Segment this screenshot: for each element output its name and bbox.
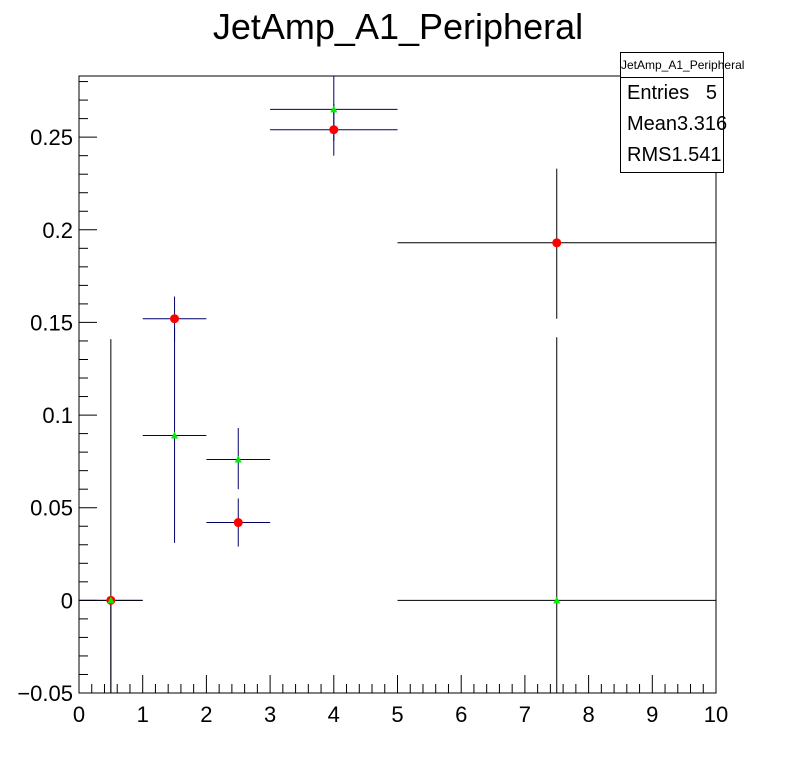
y-tick-label: 0.25 — [30, 125, 73, 150]
y-tick-label: 0 — [61, 588, 73, 613]
red-series-point — [552, 238, 562, 248]
x-tick-label: 8 — [582, 702, 594, 727]
stats-header: JetAmp_A1_Peripheral — [621, 53, 744, 78]
x-tick-label: 1 — [137, 702, 149, 727]
stats-rms-label: RMS — [627, 144, 672, 166]
green-series-point — [234, 455, 242, 463]
red-series-point — [329, 125, 339, 135]
stats-rms-row: RMS 1.541 — [621, 140, 723, 171]
x-tick-label: 5 — [391, 702, 403, 727]
x-tick-label: 4 — [328, 702, 340, 727]
y-tick-label: −0.05 — [17, 681, 73, 706]
green-series-point — [171, 431, 179, 439]
y-tick-label: 0.05 — [30, 496, 73, 521]
x-tick-label: 0 — [73, 702, 85, 727]
y-tick-label: 0.2 — [42, 218, 73, 243]
red-series-point — [170, 314, 180, 324]
x-tick-label: 2 — [200, 702, 212, 727]
green-series-point — [553, 596, 561, 604]
red-series-point — [233, 518, 243, 528]
stats-mean-value: 3.316 — [677, 113, 728, 135]
x-tick-label: 6 — [455, 702, 467, 727]
stats-rms-value: 1.541 — [671, 144, 722, 166]
green-series-point — [107, 596, 115, 604]
y-tick-label: 0.1 — [42, 403, 73, 428]
x-tick-label: 7 — [519, 702, 531, 727]
green-series-point — [330, 105, 338, 113]
x-tick-label: 10 — [704, 702, 728, 727]
chart-title: JetAmp_A1_Peripheral — [212, 6, 584, 47]
stats-entries-row: Entries 5 — [621, 78, 723, 109]
stats-box: JetAmp_A1_Peripheral Entries 5 Mean 3.31… — [620, 52, 744, 173]
stats-mean-row: Mean 3.316 — [621, 109, 727, 140]
stats-entries-label: Entries — [627, 82, 690, 104]
x-tick-label: 9 — [646, 702, 658, 727]
y-tick-label: 0.15 — [30, 310, 73, 335]
x-tick-label: 3 — [264, 702, 276, 727]
stats-mean-label: Mean — [627, 113, 678, 135]
stats-entries-value: 5 — [705, 82, 717, 104]
